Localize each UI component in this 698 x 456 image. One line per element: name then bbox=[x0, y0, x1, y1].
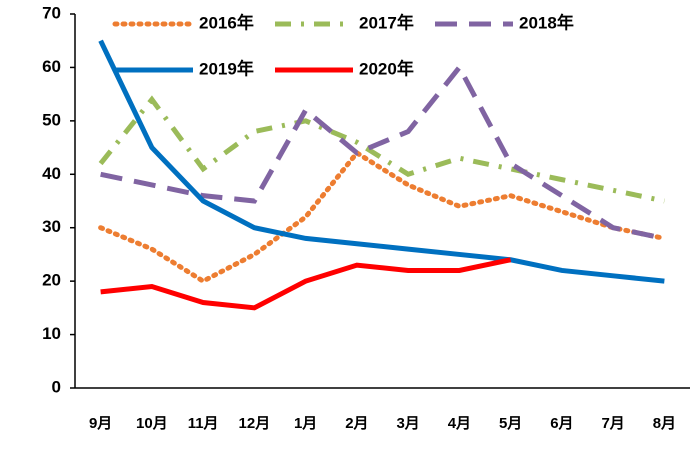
series-line bbox=[100, 62, 665, 241]
y-tick-label: 70 bbox=[42, 3, 61, 22]
x-tick-label: 9月 bbox=[89, 415, 112, 432]
x-tick-label: 11月 bbox=[188, 415, 219, 432]
y-tick-label: 50 bbox=[42, 110, 61, 129]
legend-label: 2017年 bbox=[359, 12, 414, 32]
x-tick-label: 8月 bbox=[653, 415, 676, 432]
x-tick-label: 12月 bbox=[239, 415, 271, 432]
y-tick-label: 10 bbox=[42, 324, 61, 343]
y-tick-label: 0 bbox=[52, 377, 61, 396]
x-tick-label: 4月 bbox=[448, 415, 471, 432]
legend-label: 2018年 bbox=[519, 12, 574, 32]
y-tick-label: 20 bbox=[42, 271, 61, 290]
x-tick-label: 6月 bbox=[550, 415, 573, 432]
series-line bbox=[98, 149, 667, 285]
legend-label: 2019年 bbox=[199, 58, 254, 78]
x-tick-label: 10月 bbox=[136, 415, 168, 432]
series-line bbox=[98, 39, 665, 284]
series-line bbox=[100, 257, 512, 311]
x-tick-label: 1月 bbox=[294, 415, 317, 432]
x-tick-label: 2月 bbox=[345, 415, 368, 432]
y-tick-label: 40 bbox=[42, 164, 61, 183]
y-tick-label: 60 bbox=[42, 57, 61, 76]
x-tick-label: 3月 bbox=[396, 415, 419, 432]
legend-label: 2016年 bbox=[199, 12, 254, 32]
legend-label: 2020年 bbox=[359, 58, 414, 78]
x-tick-label: 5月 bbox=[499, 415, 522, 432]
x-tick-label: 7月 bbox=[601, 415, 624, 432]
y-tick-label: 30 bbox=[42, 217, 61, 236]
